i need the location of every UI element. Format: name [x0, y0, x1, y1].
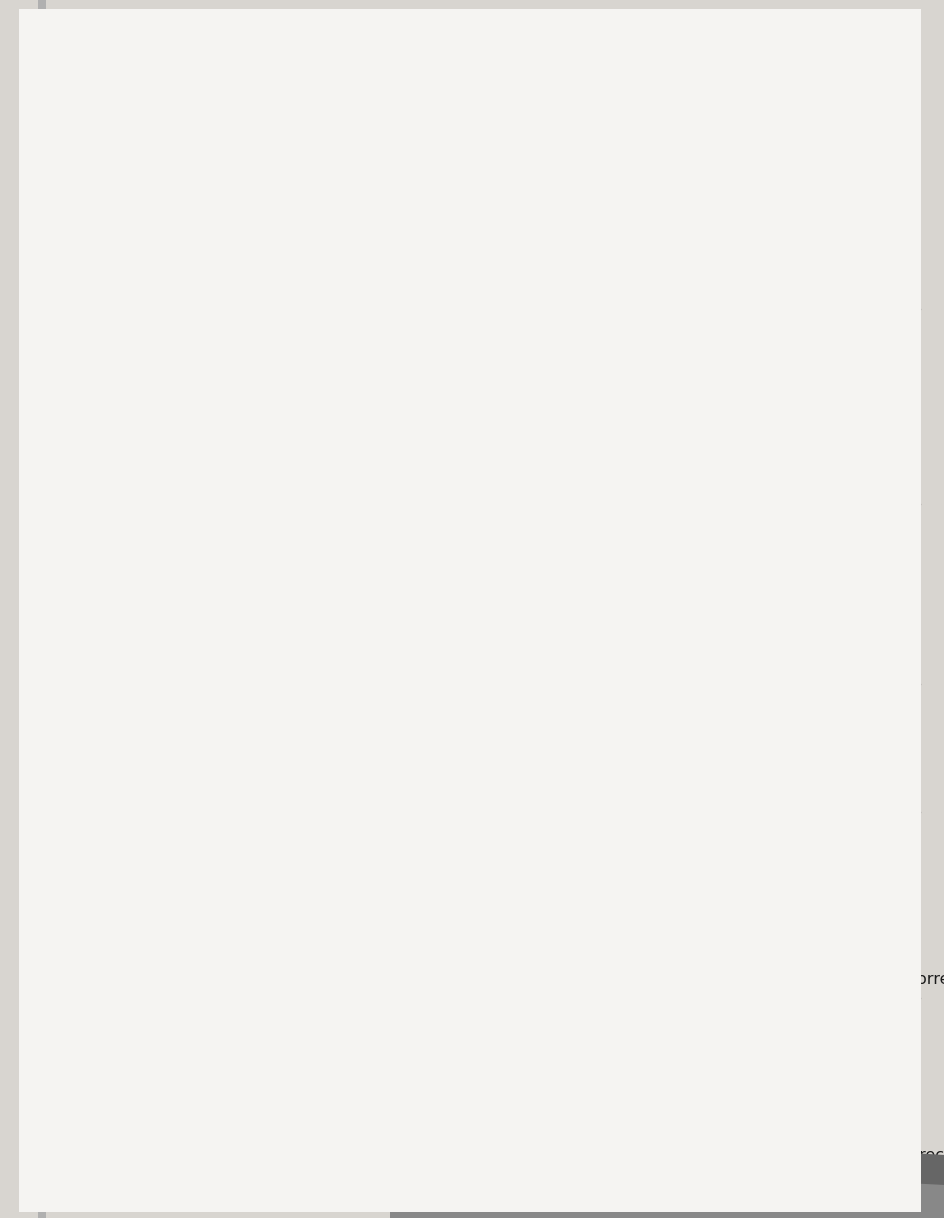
Text: 2: 2	[270, 471, 279, 486]
Text: Answer: Answer	[589, 1002, 649, 1017]
Text: Simplify:: Simplify:	[98, 653, 166, 667]
Polygon shape	[390, 1130, 944, 1218]
Text: to the nearest integer. Work out:: to the nearest integer. Work out:	[98, 944, 361, 959]
Text: Answer: Answer	[589, 313, 649, 328]
Text: 10.: 10.	[58, 1149, 86, 1163]
Text: x – 3: x – 3	[156, 554, 194, 570]
Text: 12.: 12.	[58, 653, 86, 667]
Text: 3x – 2: 3x – 2	[151, 440, 199, 454]
Text: 5: 5	[170, 471, 180, 486]
Text: Answer: Answer	[589, 508, 649, 523]
Text: (a): (a)	[98, 570, 120, 586]
Text: (b): (b)	[98, 456, 121, 470]
Text: Revision Exer: Revision Exer	[820, 1191, 914, 1205]
Text: Answer: Answer	[589, 688, 649, 703]
Text: PQR is a right angled triangle in which angle Q = 90°. PR = 16 cm and QR = 12 cm: PQR is a right angled triangle in which …	[98, 972, 944, 987]
Text: 11.: 11.	[58, 972, 86, 987]
Text: 1 decimal place. A circle of radius 1.4 cm correct to 1 decimal place is cut out: 1 decimal place. A circle of radius 1.4 …	[98, 1121, 838, 1135]
Text: 4: 4	[170, 587, 180, 602]
Text: Work out the greatest possible area left.: Work out the greatest possible area left…	[98, 1093, 422, 1107]
FancyBboxPatch shape	[38, 0, 46, 1218]
Text: (b) the minimum value of angle QRP.: (b) the minimum value of angle QRP.	[98, 788, 394, 803]
Polygon shape	[390, 1164, 944, 1218]
Text: Answer: Answer	[589, 816, 649, 831]
Text: +: +	[214, 569, 229, 587]
Text: (a) the maximum value of PQ,: (a) the maximum value of PQ,	[98, 916, 340, 931]
Text: 2: 2	[264, 587, 275, 602]
Text: x + 5: x + 5	[253, 440, 296, 454]
Text: 2x + 1: 2x + 1	[243, 554, 296, 570]
Text: The length and breadth of a rectangular sheet of plastic are measured as 8.4 cm : The length and breadth of a rectangular …	[98, 1149, 944, 1163]
Text: –: –	[224, 454, 232, 473]
